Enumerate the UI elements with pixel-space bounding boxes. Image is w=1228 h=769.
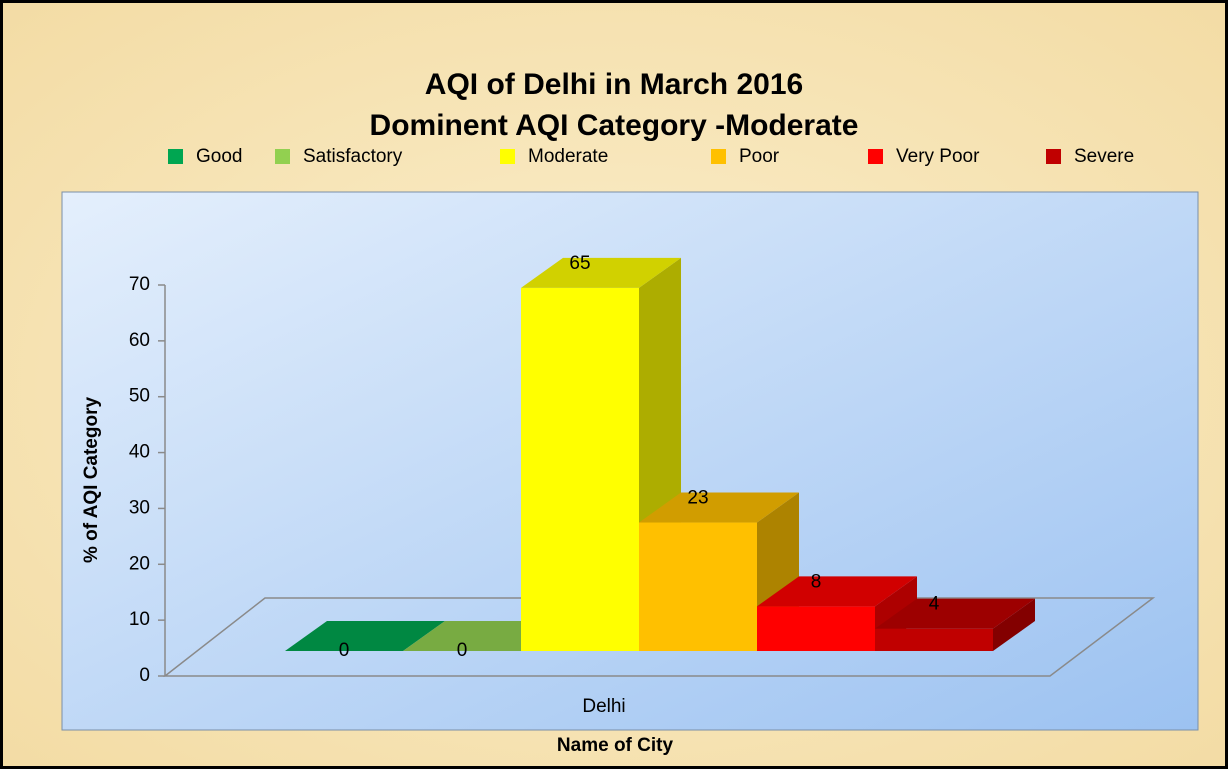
legend-swatch: [1046, 149, 1061, 164]
legend-swatch: [868, 149, 883, 164]
y-tick-label: 10: [129, 609, 150, 630]
y-tick-label: 50: [129, 386, 150, 407]
chart-title: AQI of Delhi in March 2016: [425, 68, 803, 101]
x-tick-label: Delhi: [582, 696, 625, 717]
legend-swatch: [711, 149, 726, 164]
floor: [162, 597, 1156, 677]
x-axis-label: Name of City: [557, 735, 674, 756]
bar: [639, 522, 757, 651]
data-label: 0: [457, 640, 468, 661]
bar: [521, 287, 639, 651]
y-tick-label: 30: [129, 497, 150, 518]
y-axis-label: % of AQI Category: [81, 397, 102, 564]
data-label: 0: [339, 640, 350, 661]
bar-top: [639, 492, 799, 523]
legend-swatch: [500, 149, 515, 164]
bar-top: [285, 621, 445, 651]
bar-top: [757, 576, 917, 607]
legend-label: Moderate: [528, 146, 608, 167]
legend-label: Severe: [1074, 146, 1134, 167]
legend-label: Poor: [739, 146, 780, 167]
y-tick-label: 0: [139, 665, 150, 686]
y-tick-label: 20: [129, 553, 150, 574]
legend-label: Satisfactory: [303, 146, 403, 167]
data-label: 23: [687, 488, 708, 509]
y-tick-label: 40: [129, 442, 150, 463]
bar-side: [993, 598, 1035, 651]
legend-swatch: [275, 149, 290, 164]
bar: [757, 606, 875, 651]
y-tick-label: 70: [129, 274, 150, 295]
data-label: 4: [929, 594, 940, 615]
legend-label: Very Poor: [896, 146, 980, 167]
data-label: 65: [569, 253, 590, 274]
data-label: 8: [811, 571, 822, 592]
bar: [875, 628, 993, 651]
y-tick-label: 60: [129, 330, 150, 351]
chart-subtitle: Dominent AQI Category -Moderate: [370, 109, 859, 142]
legend-swatch: [168, 149, 183, 164]
legend-label: Good: [196, 146, 242, 167]
bar-top: [875, 598, 1035, 629]
bar-top: [521, 257, 681, 288]
